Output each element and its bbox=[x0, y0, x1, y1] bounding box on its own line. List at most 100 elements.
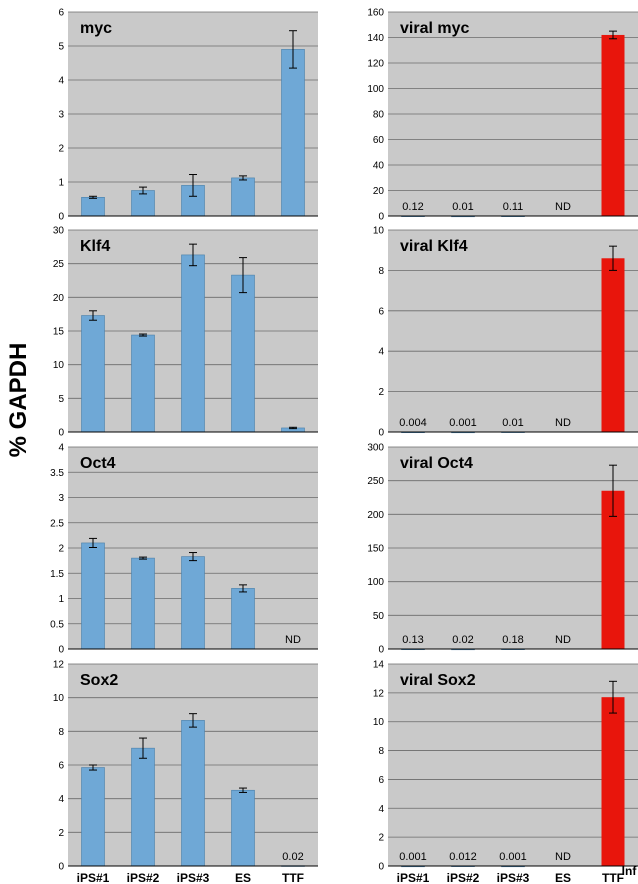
data-label: 0.01 bbox=[502, 417, 523, 429]
panel-background bbox=[388, 664, 638, 866]
y-tick-label: 20 bbox=[53, 293, 65, 304]
y-tick-label: 200 bbox=[367, 510, 384, 521]
panel-myc: 0 1 2 3 4 5 6 myc bbox=[58, 8, 318, 223]
y-tick-label: 250 bbox=[367, 476, 384, 487]
y-tick-label: 10 bbox=[53, 693, 65, 704]
y-tick-label: 12 bbox=[373, 688, 385, 699]
bar bbox=[231, 177, 255, 217]
y-tick-label: 80 bbox=[373, 110, 385, 121]
data-label: ND bbox=[555, 851, 571, 863]
data-label: 0.02 bbox=[282, 851, 303, 863]
inf-label: Inf bbox=[622, 864, 638, 878]
panel-title: viral Oct4 bbox=[400, 455, 473, 472]
data-label: ND bbox=[555, 417, 571, 429]
panel-klf4: 0 5 10 15 20 25 30 Klf4 bbox=[53, 226, 318, 439]
y-tick-label: 150 bbox=[367, 544, 384, 555]
bar bbox=[181, 720, 205, 867]
y-tick-label: 20 bbox=[373, 186, 385, 197]
y-tick-label: 0 bbox=[58, 862, 64, 873]
y-tick-label: 1 bbox=[58, 594, 64, 605]
y-tick-label: 5 bbox=[58, 42, 64, 53]
y-tick-label: 3.5 bbox=[50, 468, 64, 479]
panel-viral-sox2: 0 2 4 6 8 10 12 14 0.001 iPS#1 0.012 iPS#2 0.001 iPS#… bbox=[373, 660, 638, 884]
y-tick-label: 6 bbox=[58, 8, 64, 19]
panel-background bbox=[388, 230, 638, 432]
y-tick-label: 160 bbox=[367, 8, 384, 19]
y-tick-label: 0 bbox=[58, 212, 64, 223]
x-tick-label: TTF bbox=[602, 871, 624, 884]
x-tick-label: iPS#3 bbox=[177, 871, 210, 884]
bar bbox=[231, 588, 255, 650]
y-tick-label: 0 bbox=[378, 645, 384, 656]
y-tick-label: 4 bbox=[378, 804, 384, 815]
panel-title: Klf4 bbox=[80, 238, 110, 255]
panel-oct4: 0 0.5 1 1.5 2 2.5 3 3.5 4 ND Oct4 bbox=[50, 443, 318, 656]
y-tick-label: 6 bbox=[378, 306, 384, 317]
data-label: 0.18 bbox=[502, 634, 523, 646]
y-tick-label: 30 bbox=[53, 226, 65, 237]
data-label: 0.004 bbox=[399, 417, 427, 429]
y-tick-label: 5 bbox=[58, 394, 64, 405]
y-tick-label: 120 bbox=[367, 59, 384, 70]
panel-title: myc bbox=[80, 20, 112, 37]
x-tick-label: ES bbox=[235, 871, 251, 884]
y-tick-label: 4 bbox=[58, 443, 64, 454]
y-tick-label: 12 bbox=[53, 660, 65, 671]
y-tick-label: 0 bbox=[378, 428, 384, 439]
y-tick-label: 4 bbox=[58, 76, 64, 87]
x-tick-label: iPS#3 bbox=[497, 871, 530, 884]
bar bbox=[181, 556, 205, 650]
y-tick-label: 6 bbox=[378, 775, 384, 786]
data-label: ND bbox=[555, 201, 571, 213]
bar bbox=[601, 697, 625, 866]
y-tick-label: 300 bbox=[367, 443, 384, 454]
panel-viral-myc: 0 20 40 60 80 100 120 140 160 0.12 0.01 0.11 ND viral… bbox=[367, 8, 638, 223]
data-label: 0.12 bbox=[402, 201, 423, 213]
y-tick-label: 40 bbox=[373, 161, 385, 172]
y-tick-label: 4 bbox=[378, 347, 384, 358]
bar bbox=[131, 334, 155, 433]
y-tick-label: 15 bbox=[53, 327, 65, 338]
data-label: 0.001 bbox=[449, 417, 477, 429]
bar bbox=[231, 789, 255, 867]
x-tick-label: iPS#2 bbox=[127, 871, 160, 884]
y-tick-label: 10 bbox=[373, 717, 385, 728]
y-tick-label: 2 bbox=[378, 833, 384, 844]
bar bbox=[81, 197, 105, 217]
bar bbox=[601, 258, 625, 432]
y-tick-label: 10 bbox=[373, 226, 385, 237]
y-tick-label: 2 bbox=[58, 144, 64, 155]
y-tick-label: 8 bbox=[378, 746, 384, 757]
x-tick-label: TTF bbox=[282, 871, 304, 884]
bar bbox=[601, 490, 625, 649]
y-tick-label: 3 bbox=[58, 493, 64, 504]
panel-sox2: 0 2 4 6 8 10 12 iPS#1 iPS#2 iPS#3 ES 0.02 TTF Sox2 bbox=[53, 660, 318, 884]
panel-title: viral Sox2 bbox=[400, 672, 476, 689]
data-label: 0.001 bbox=[499, 851, 527, 863]
y-tick-label: 0 bbox=[378, 212, 384, 223]
panel-title: Oct4 bbox=[80, 455, 116, 472]
y-tick-label: 25 bbox=[53, 259, 65, 270]
data-label: ND bbox=[285, 634, 301, 646]
x-tick-label: iPS#1 bbox=[397, 871, 430, 884]
y-tick-label: 8 bbox=[58, 727, 64, 738]
x-tick-label: iPS#2 bbox=[447, 871, 480, 884]
data-label: 0.012 bbox=[449, 851, 477, 863]
y-tick-label: 0.5 bbox=[50, 619, 64, 630]
y-tick-label: 10 bbox=[53, 360, 65, 371]
y-tick-label: 0 bbox=[58, 428, 64, 439]
panel-title: Sox2 bbox=[80, 672, 118, 689]
data-label: ND bbox=[555, 634, 571, 646]
bar bbox=[281, 49, 305, 217]
panel-title: viral myc bbox=[400, 20, 469, 37]
y-tick-label: 2.5 bbox=[50, 518, 64, 529]
bar bbox=[81, 315, 105, 433]
data-label: 0.01 bbox=[452, 201, 473, 213]
y-tick-label: 50 bbox=[373, 611, 385, 622]
panel-viral-oct4: 0 50 100 150 200 250 300 0.13 0.02 0.18 ND viral Oc… bbox=[367, 443, 638, 656]
y-tick-label: 2 bbox=[378, 387, 384, 398]
x-tick-label: ES bbox=[555, 871, 571, 884]
y-tick-label: 1 bbox=[58, 178, 64, 189]
y-tick-label: 0 bbox=[58, 645, 64, 656]
